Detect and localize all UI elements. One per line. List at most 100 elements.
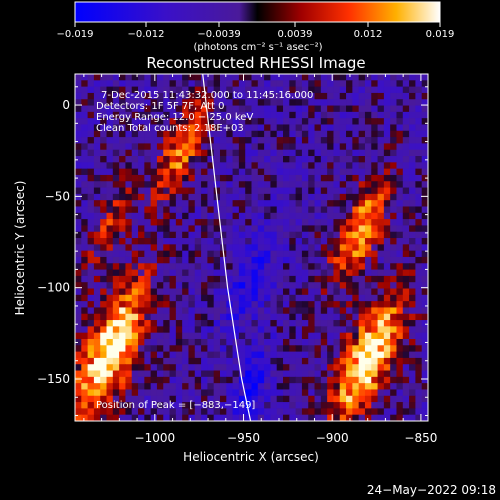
heatmap-cell xyxy=(377,80,385,88)
heatmap-cell xyxy=(264,193,271,201)
heatmap-cell xyxy=(320,414,328,421)
heatmap-cell xyxy=(238,124,246,132)
heatmap-cell xyxy=(194,389,202,397)
heatmap-cell xyxy=(402,200,410,207)
heatmap-cell xyxy=(314,231,322,239)
heatmap-cell xyxy=(131,263,139,270)
heatmap-cell xyxy=(87,92,95,100)
heatmap-cell xyxy=(112,307,120,315)
heatmap-cell xyxy=(87,162,95,170)
heatmap-cell xyxy=(106,74,114,81)
heatmap-cell xyxy=(308,338,315,346)
heatmap-cell xyxy=(75,80,82,88)
heatmap-cell xyxy=(390,408,397,416)
heatmap-cell xyxy=(100,244,107,252)
heatmap-cell xyxy=(182,345,189,352)
heatmap-cell xyxy=(346,99,353,106)
heatmap-cell xyxy=(144,137,152,144)
heatmap-cell xyxy=(213,395,221,403)
heatmap-cell xyxy=(207,80,215,88)
heatmap-cell xyxy=(125,320,133,327)
heatmap-cell xyxy=(93,338,101,346)
heatmap-cell xyxy=(327,376,334,384)
heatmap-cell xyxy=(339,219,347,226)
heatmap-cell xyxy=(119,294,126,302)
heatmap-cell xyxy=(119,200,126,207)
heatmap-cell xyxy=(175,307,183,315)
heatmap-cell xyxy=(308,193,315,201)
heatmap-cell xyxy=(156,149,164,157)
heatmap-cell xyxy=(87,345,95,352)
heatmap-cell xyxy=(264,162,271,170)
heatmap-cell xyxy=(169,105,177,113)
heatmap-cell xyxy=(295,383,303,390)
x-tick-label: −950 xyxy=(227,431,260,445)
heatmap-cell xyxy=(131,301,139,308)
heatmap-cell xyxy=(81,219,88,226)
heatmap-cell xyxy=(276,231,284,239)
heatmap-cell xyxy=(314,105,322,113)
heatmap-cell xyxy=(364,313,372,321)
heatmap-cell xyxy=(409,149,416,157)
heatmap-cell xyxy=(238,282,246,289)
heatmap-cell xyxy=(100,294,107,302)
heatmap-cell xyxy=(276,357,284,365)
heatmap-cell xyxy=(93,244,101,252)
heatmap-cell xyxy=(251,149,259,157)
heatmap-cell xyxy=(119,301,126,308)
heatmap-cell xyxy=(251,238,259,245)
heatmap-cell xyxy=(390,206,397,214)
heatmap-cell xyxy=(276,187,284,195)
heatmap-cell xyxy=(402,143,410,151)
heatmap-cell xyxy=(150,307,158,315)
heatmap-cell xyxy=(377,238,385,245)
heatmap-cell xyxy=(409,402,416,409)
heatmap-cell xyxy=(119,231,126,239)
heatmap-cell xyxy=(415,357,423,365)
heatmap-cell xyxy=(188,80,196,88)
heatmap-cell xyxy=(352,288,360,296)
heatmap-cell xyxy=(188,118,196,125)
heatmap-cell xyxy=(339,174,347,182)
heatmap-cell xyxy=(150,86,158,94)
heatmap-cell xyxy=(81,212,88,220)
heatmap-cell xyxy=(301,307,309,315)
heatmap-cell xyxy=(346,338,353,346)
heatmap-cell xyxy=(289,168,297,176)
heatmap-cell xyxy=(257,193,265,201)
heatmap-cell xyxy=(81,294,88,302)
heatmap-cell xyxy=(93,269,101,277)
heatmap-cell xyxy=(163,187,170,195)
heatmap-cell xyxy=(371,294,378,302)
heatmap-cell xyxy=(333,143,341,151)
heatmap-cell xyxy=(226,338,233,346)
heatmap-cell xyxy=(301,200,309,207)
heatmap-cell xyxy=(156,212,164,220)
heatmap-cell xyxy=(276,86,284,94)
heatmap-cell xyxy=(320,219,328,226)
heatmap-cell xyxy=(327,168,334,176)
heatmap-cell xyxy=(81,345,88,352)
heatmap-cell xyxy=(295,105,303,113)
heatmap-cell xyxy=(119,212,126,220)
heatmap-cell xyxy=(188,370,196,378)
heatmap-cell xyxy=(276,124,284,132)
heatmap-cell xyxy=(125,238,133,245)
heatmap-cell xyxy=(346,275,353,283)
heatmap-cell xyxy=(138,370,145,378)
heatmap-cell xyxy=(270,282,278,289)
heatmap-cell xyxy=(125,80,133,88)
heatmap-cell xyxy=(352,408,360,416)
heatmap-cell xyxy=(352,86,360,94)
heatmap-cell xyxy=(377,345,385,352)
heatmap-cell xyxy=(415,370,423,378)
heatmap-cell xyxy=(308,219,315,226)
heatmap-cell xyxy=(163,200,170,207)
heatmap-cell xyxy=(264,294,271,302)
heatmap-cell xyxy=(175,174,183,182)
heatmap-cell xyxy=(150,263,158,270)
heatmap-cell xyxy=(175,275,183,283)
heatmap-cell xyxy=(112,238,120,245)
heatmap-cell xyxy=(93,282,101,289)
heatmap-cell xyxy=(295,370,303,378)
